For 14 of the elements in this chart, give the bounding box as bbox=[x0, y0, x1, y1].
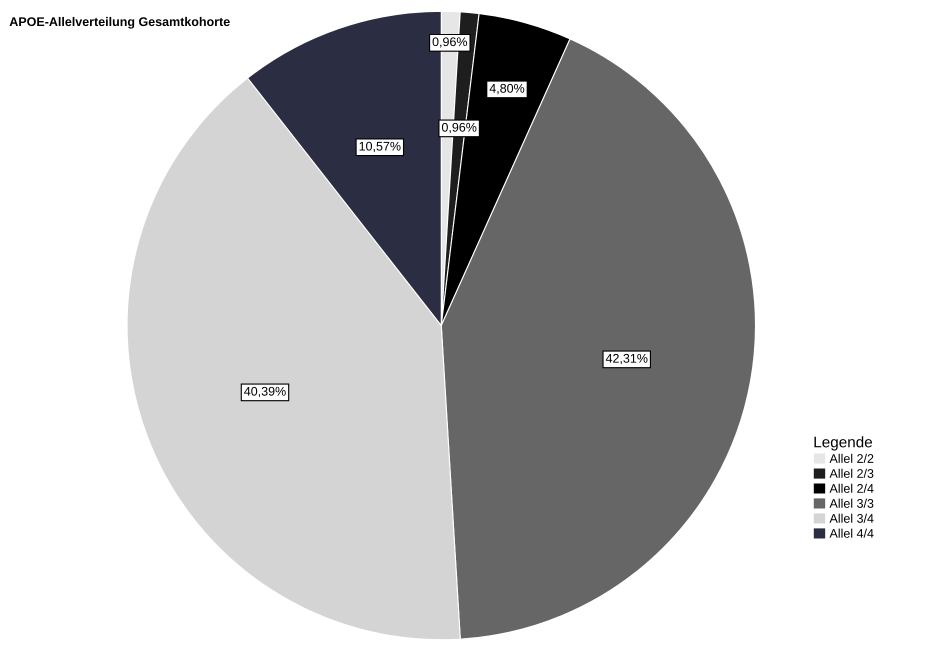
legend-label: Allel 2/2 bbox=[830, 454, 874, 463]
legend-label: Allel 3/4 bbox=[830, 514, 874, 523]
chart-title: APOE-Allelverteilung Gesamtkohorte bbox=[10, 16, 230, 29]
data-label: 0,96% bbox=[432, 37, 468, 48]
legend-label: Allel 3/3 bbox=[830, 498, 874, 508]
legend-label: Allel 2/4 bbox=[830, 484, 874, 493]
legend-label: Allel 4/4 bbox=[830, 528, 874, 538]
data-label: 10,57% bbox=[360, 142, 401, 152]
data-label: 42,31% bbox=[606, 354, 648, 364]
data-label: 4,80% bbox=[490, 84, 524, 94]
data-label: 40,39% bbox=[244, 386, 286, 398]
legend-label: Allel 2/3 bbox=[830, 468, 874, 478]
legend-title: Legende bbox=[814, 436, 872, 450]
data-label: 0,96% bbox=[442, 122, 476, 134]
